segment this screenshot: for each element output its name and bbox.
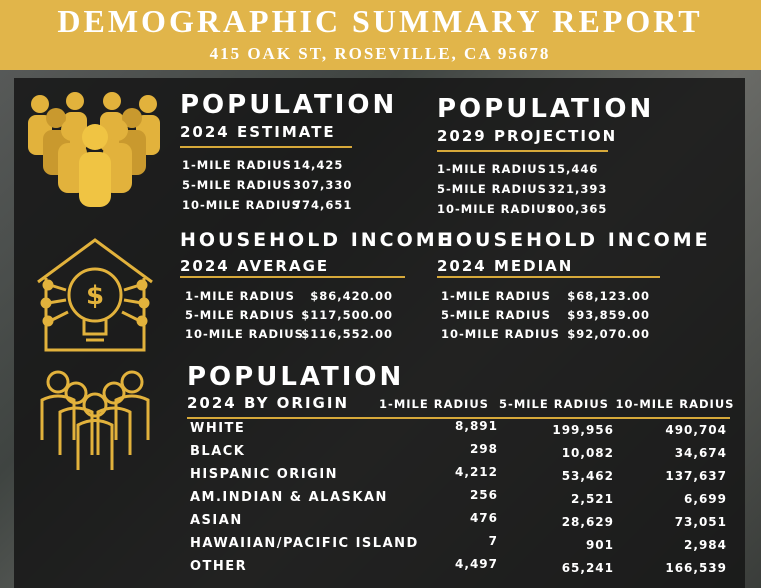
column-header: 10-MILE RADIUS: [615, 397, 735, 411]
origin-value: 4,212: [455, 465, 498, 479]
svg-text:$: $: [86, 281, 104, 311]
row-value: $117,500.00: [301, 308, 393, 322]
origin-icon: [40, 370, 150, 470]
row-label: 5-MILE RADIUS: [437, 182, 547, 196]
report-address: 415 OAK ST, ROSEVILLE, CA 95678: [209, 44, 551, 63]
row-value: 15,446: [548, 162, 599, 176]
row-label: 10-MILE RADIUS: [185, 327, 304, 341]
origin-value: 6,699: [684, 492, 727, 506]
origin-value: 298: [469, 442, 498, 456]
row-value: 321,393: [548, 182, 608, 196]
section-subtitle: 2024 ESTIMATE: [180, 123, 336, 141]
row-label: 1-MILE RADIUS: [441, 289, 551, 303]
divider: [180, 146, 352, 148]
divider: [187, 417, 730, 419]
section-title: HOUSEHOLD INCOME: [180, 229, 454, 251]
origin-value: 34,674: [674, 446, 727, 460]
origin-value: 2,984: [684, 538, 727, 552]
row-label: 5-MILE RADIUS: [185, 308, 295, 322]
row-value: 307,330: [293, 178, 353, 192]
origin-value: 166,539: [665, 561, 727, 575]
header-band: [0, 0, 761, 70]
divider: [437, 276, 660, 278]
row-value: 800,365: [548, 202, 608, 216]
origin-value: 199,956: [552, 423, 614, 437]
origin-value: 7: [488, 534, 498, 548]
row-label: 10-MILE RADIUS: [437, 202, 556, 216]
row-label: 5-MILE RADIUS: [182, 178, 292, 192]
origin-label: OTHER: [190, 559, 248, 574]
report-title: DEMOGRAPHIC SUMMARY REPORT: [57, 3, 703, 39]
origin-value: 4,497: [455, 557, 498, 571]
section-subtitle: 2024 MEDIAN: [437, 257, 574, 275]
row-value: $116,552.00: [301, 327, 393, 341]
income-icon: $: [37, 238, 153, 352]
origin-value: 490,704: [665, 423, 727, 437]
section-title: POPULATION: [187, 362, 405, 392]
row-value: 14,425: [293, 158, 344, 172]
origin-label: AM.INDIAN & ALASKAN: [190, 490, 388, 505]
origin-label: HISPANIC ORIGIN: [190, 467, 339, 482]
section-title: POPULATION: [437, 94, 655, 124]
origin-value: 901: [585, 538, 614, 552]
origin-value: 53,462: [561, 469, 614, 483]
origin-label: ASIAN: [190, 513, 243, 528]
origin-value: 73,051: [674, 515, 727, 529]
row-value: 774,651: [293, 198, 353, 212]
origin-value: 10,082: [561, 446, 614, 460]
divider: [180, 276, 405, 278]
column-header: 1-MILE RADIUS: [379, 397, 489, 411]
origin-label: WHITE: [190, 421, 246, 436]
row-label: 5-MILE RADIUS: [441, 308, 551, 322]
origin-value: 28,629: [561, 515, 614, 529]
crowd-icon: [28, 92, 160, 207]
row-label: 1-MILE RADIUS: [182, 158, 292, 172]
section-title: HOUSEHOLD INCOME: [437, 229, 711, 251]
section-subtitle: 2029 PROJECTION: [437, 127, 618, 145]
section-subtitle: 2024 BY ORIGIN: [187, 394, 349, 412]
origin-value: 256: [469, 488, 498, 502]
row-label: 10-MILE RADIUS: [441, 327, 560, 341]
row-label: 1-MILE RADIUS: [185, 289, 295, 303]
divider: [437, 150, 608, 152]
origin-value: 65,241: [561, 561, 614, 575]
origin-label: BLACK: [190, 444, 246, 459]
section-subtitle: 2024 AVERAGE: [180, 257, 330, 275]
origin-label: HAWAIIAN/PACIFIC ISLAND: [190, 536, 419, 551]
row-label: 1-MILE RADIUS: [437, 162, 547, 176]
column-header: 5-MILE RADIUS: [499, 397, 609, 411]
row-value: $93,859.00: [567, 308, 650, 322]
row-label: 10-MILE RADIUS: [182, 198, 301, 212]
row-value: $92,070.00: [567, 327, 650, 341]
row-value: $68,123.00: [567, 289, 650, 303]
origin-value: 2,521: [571, 492, 614, 506]
origin-value: 8,891: [455, 419, 498, 433]
row-value: $86,420.00: [310, 289, 393, 303]
origin-value: 476: [469, 511, 498, 525]
section-title: POPULATION: [180, 90, 398, 120]
origin-value: 137,637: [665, 469, 727, 483]
